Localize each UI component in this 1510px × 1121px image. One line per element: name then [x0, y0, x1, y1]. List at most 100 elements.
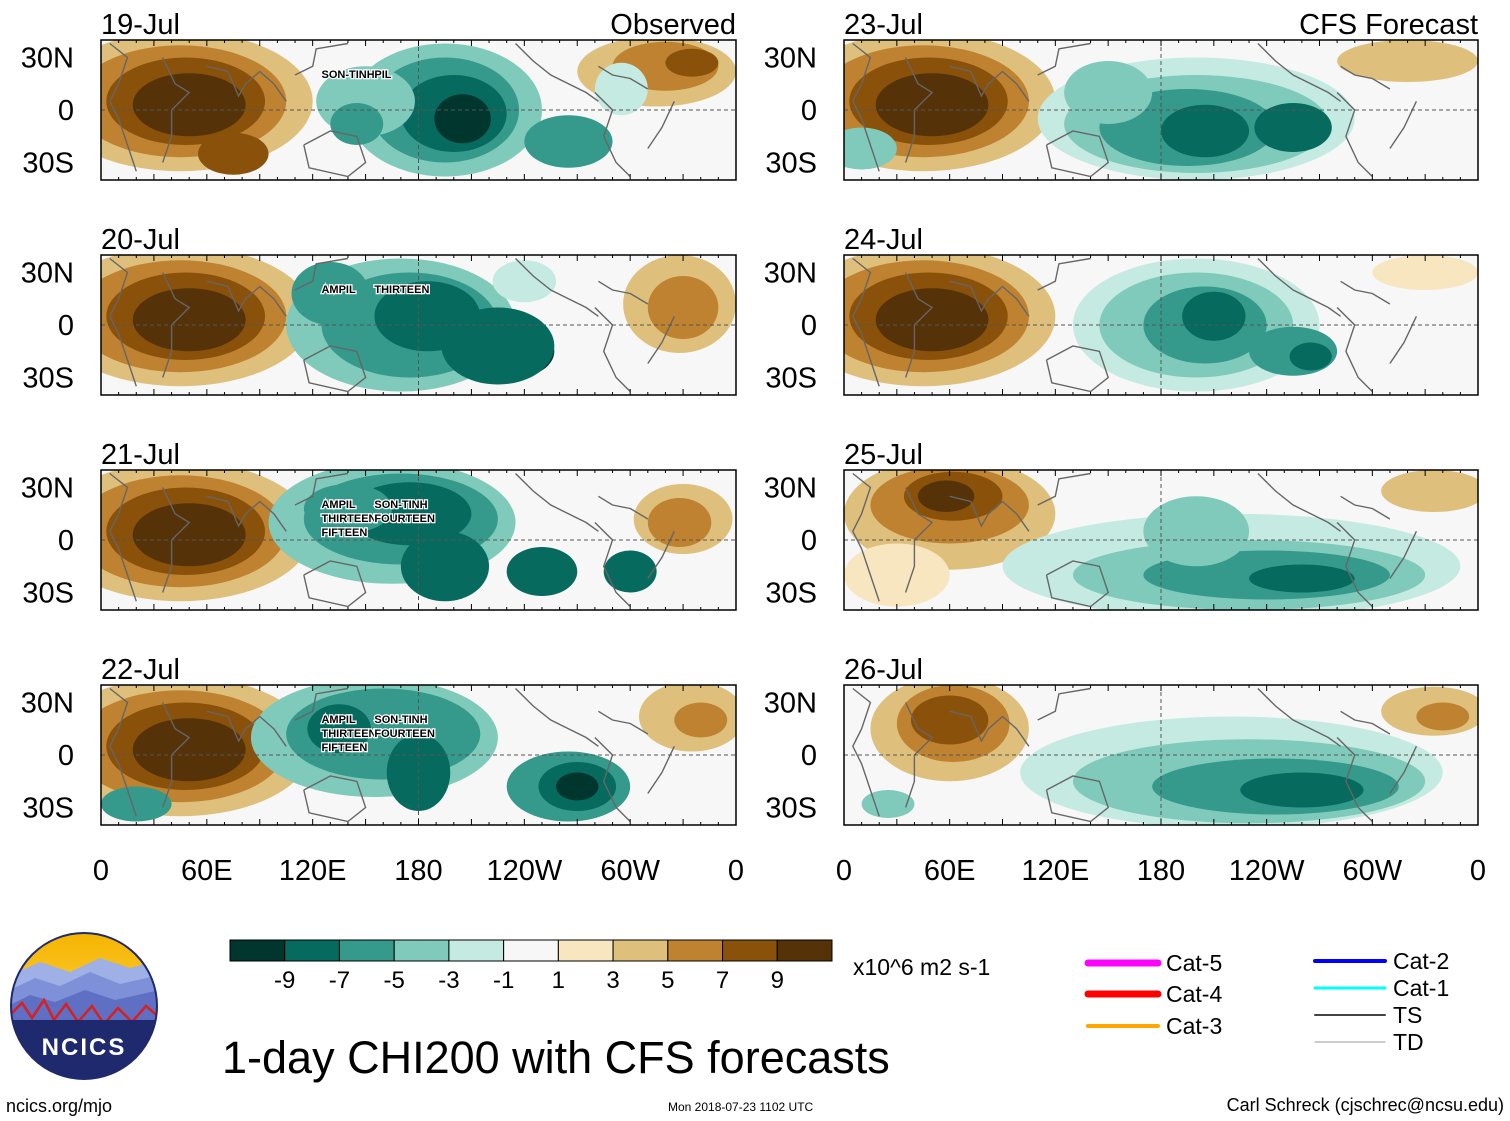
timestamp: Mon 2018-07-23 1102 UTC: [668, 1100, 814, 1114]
panel-date: 21-Jul: [101, 439, 180, 471]
colorbar-units: x10^6 m2 s-1: [853, 954, 990, 980]
lat-tick-label: 30S: [765, 363, 817, 395]
coastlines: [109, 257, 675, 393]
axes-layer: Observed CFS Forecast 30N 0 30S 30N 0 30S 30N 0 30…: [21, 9, 1486, 887]
lat-tick-label: 30S: [765, 578, 817, 610]
storm-label: THIRTEEN: [374, 284, 429, 296]
chi-contour: [1337, 40, 1478, 82]
chi-contour: [844, 543, 950, 607]
legend-label: Cat-5: [1166, 950, 1222, 976]
chi-contour: [594, 62, 648, 116]
chi-contour: [875, 73, 989, 137]
chi-contour: [524, 115, 613, 168]
colorbar-tick: -9: [274, 967, 295, 994]
map-panel-25-Jul: 25-Jul: [843, 439, 1479, 611]
colorbar-swatch: [338, 939, 395, 962]
panel-date: 19-Jul: [101, 9, 180, 41]
panel-date: 25-Jul: [844, 439, 923, 471]
lon-tick-label: 60W: [600, 855, 660, 887]
chi-contour: [1064, 61, 1153, 124]
chi-contour: [434, 94, 491, 144]
lon-tick-label: 120W: [1229, 855, 1305, 887]
legend-label: Cat-2: [1393, 948, 1449, 974]
lon-tick-label: 60E: [181, 855, 233, 887]
chi-contour: [1289, 342, 1332, 371]
storm-label: THIRTEEN: [321, 513, 376, 525]
site-link[interactable]: ncics.org/mjo: [6, 1096, 112, 1116]
chi-contour: [917, 480, 975, 512]
lat-tick-label: 30N: [21, 258, 74, 290]
lat-tick-label: 0: [58, 95, 74, 127]
chi-contour: [132, 73, 246, 137]
panel-date: 23-Jul: [844, 9, 923, 41]
legend-label: Cat-4: [1166, 981, 1222, 1007]
colorbar-swatch: [722, 939, 778, 962]
panel-date: 22-Jul: [101, 654, 180, 686]
colorbar-swatch: [229, 939, 286, 962]
colorbar-swatch: [776, 939, 833, 962]
chi-contour: [1381, 470, 1478, 512]
chi-field: [852, 685, 1478, 825]
storm-label: FOURTEEN: [374, 728, 435, 740]
chi-contour: [1416, 702, 1470, 731]
chi-contour: [400, 531, 490, 602]
coastlines: [852, 472, 1418, 608]
lat-tick-label: 0: [58, 740, 74, 772]
chi-contour: [198, 132, 269, 175]
storm-label: FIFTEEN: [321, 527, 367, 539]
map-panel-24-Jul: 24-Jul: [843, 224, 1479, 396]
lat-tick-label: 30N: [764, 473, 817, 505]
chi-contour: [303, 484, 393, 533]
panel-date: 24-Jul: [844, 224, 923, 256]
colorbar-swatch: [448, 939, 505, 962]
lat-tick-label: 30N: [21, 688, 74, 720]
chi-contour: [132, 718, 246, 782]
chi-contour: [441, 307, 555, 385]
chi-contour: [556, 772, 599, 801]
chi-contour: [506, 547, 578, 596]
lat-tick-label: 30S: [22, 363, 74, 395]
coastlines: [109, 472, 675, 608]
lat-tick-label: 0: [801, 740, 817, 772]
lon-tick-label: 0: [728, 855, 744, 887]
chi-contour: [1372, 255, 1478, 290]
chi-field: [844, 255, 1478, 393]
storm-label: SON-TINH: [321, 69, 374, 81]
colorbar-swatch: [612, 939, 669, 962]
chi-field: [101, 40, 736, 178]
figure-title: 1-day CHI200 with CFS forecasts: [222, 1032, 890, 1083]
lat-tick-label: 30N: [21, 43, 74, 75]
storm-label: AMPIL: [321, 499, 356, 511]
chi-contour: [307, 704, 371, 754]
chi-field: [844, 40, 1478, 180]
colorbar-tick: 5: [661, 967, 674, 994]
colorbar-tick: 7: [716, 967, 729, 994]
colorbar-swatch: [503, 939, 559, 962]
map-panel-19-Jul: 19-Jul SON-TINH PIL: [100, 9, 737, 181]
legend-label: TS: [1393, 1002, 1422, 1028]
colorbar-swatch: [284, 939, 340, 962]
chi-contour: [910, 695, 989, 745]
lat-tick-label: 30N: [764, 258, 817, 290]
lon-tick-label: 60W: [1343, 855, 1403, 887]
chi-contour: [875, 288, 989, 352]
legend-label: Cat-1: [1393, 975, 1449, 1001]
lat-tick-label: 0: [801, 95, 817, 127]
storm-label: FOURTEEN: [374, 513, 435, 525]
colorbar-tick: -3: [438, 967, 459, 994]
chi-contour: [132, 288, 246, 352]
colorbar-swatch: [557, 939, 614, 962]
lat-tick-label: 30S: [765, 793, 817, 825]
legend-label: TD: [1393, 1029, 1424, 1055]
chi-contour: [647, 276, 719, 339]
lat-tick-label: 30N: [764, 688, 817, 720]
storm-label: SON-TINH: [374, 499, 427, 511]
lat-tick-label: 30S: [22, 793, 74, 825]
lat-tick-label: 0: [58, 310, 74, 342]
chi-field: [101, 470, 733, 608]
